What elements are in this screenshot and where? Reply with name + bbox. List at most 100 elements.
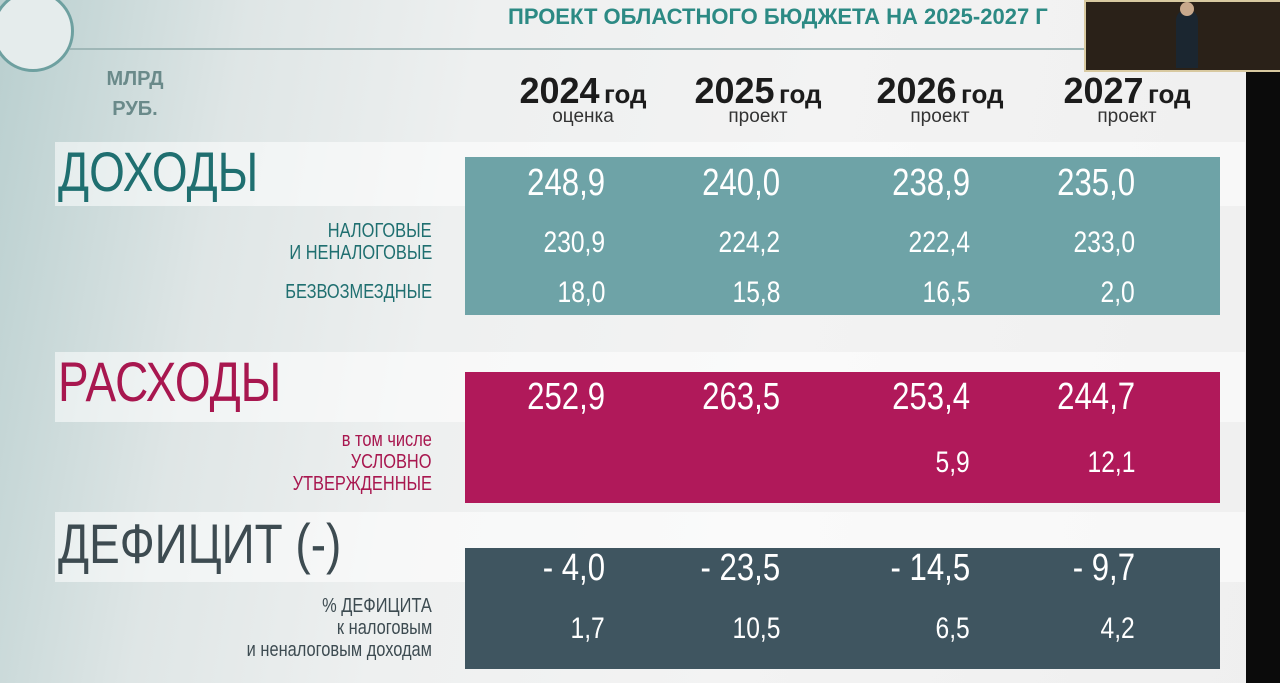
value: 5,9	[790, 445, 970, 481]
value-text: 4,2	[1100, 612, 1135, 645]
section-label: ДОХОДЫ	[58, 142, 302, 202]
column-note: проект	[1097, 106, 1157, 127]
value: - 23,5	[600, 546, 780, 590]
section-label: ДЕФИЦИТ (-)	[58, 514, 404, 574]
value: - 9,7	[955, 546, 1135, 590]
column-header: 2025 год	[648, 70, 868, 112]
value-text: 233,0	[1073, 226, 1135, 259]
column-note: проект	[728, 106, 788, 127]
value-text: 224,2	[718, 226, 780, 259]
value: 15,8	[600, 275, 780, 311]
logo	[0, 0, 74, 72]
unit-line: РУБ.	[112, 98, 158, 120]
row-label: % ДЕФИЦИТА к налоговым и неналоговым доход…	[132, 595, 432, 661]
title-underline	[70, 48, 1085, 50]
year-suffix: год	[779, 79, 822, 109]
value: - 14,5	[790, 546, 970, 590]
value-text: 248,9	[527, 162, 605, 204]
value-text: 244,7	[1057, 376, 1135, 418]
value-text: 253,4	[892, 376, 970, 418]
value: 263,5	[600, 375, 780, 419]
value-text: 6,5	[935, 612, 970, 645]
column-header: 2027 год	[1017, 70, 1237, 112]
value: 253,4	[790, 375, 970, 419]
value-text: 18,0	[557, 276, 605, 309]
row-label-text: БЕЗВОЗМЕЗДНЫЕ	[285, 281, 432, 303]
value-text: 240,0	[702, 162, 780, 204]
column-note: проект	[910, 106, 970, 127]
value-text: - 23,5	[700, 547, 780, 589]
row-label-text: и неналоговым доходам	[246, 639, 432, 661]
value-text: 252,9	[527, 376, 605, 418]
section-label: РАСХОДЫ	[58, 352, 330, 412]
value-text: 263,5	[702, 376, 780, 418]
section-label-text: ДЕФИЦИТ (-)	[58, 512, 342, 575]
value-text: 222,4	[908, 226, 970, 259]
section-band	[465, 157, 1220, 315]
row-label-line: НАЛОГОВЫЕ	[132, 220, 432, 242]
video-overlay	[1084, 0, 1280, 72]
section-label-text: РАСХОДЫ	[58, 350, 282, 413]
row-label-line: и неналоговым доходам	[132, 639, 432, 661]
right-edge	[1246, 0, 1280, 683]
value: 16,5	[790, 275, 970, 311]
value: 238,9	[790, 161, 970, 205]
row-label-text: УТВЕРЖДЕННЫЕ	[292, 473, 432, 495]
value: 224,2	[600, 225, 780, 261]
title: ПРОЕКТ ОБЛАСТНОГО БЮДЖЕТА НА 2025-2027 Г	[508, 4, 1048, 29]
value-text: - 14,5	[890, 547, 970, 589]
row-label-line: в том числе	[132, 429, 432, 451]
year: 2025	[694, 70, 775, 111]
row-label-text: % ДЕФИЦИТА	[322, 595, 432, 617]
row-label-line: % ДЕФИЦИТА	[132, 595, 432, 617]
unit-label: МЛРД РУБ.	[100, 64, 170, 124]
year-suffix: год	[1148, 79, 1191, 109]
row-label-line: УСЛОВНО	[132, 451, 432, 473]
value: 240,0	[600, 161, 780, 205]
year: 2026	[876, 70, 957, 111]
row-label-line: И НЕНАЛОГОВЫЕ	[132, 242, 432, 264]
year-suffix: год	[604, 79, 647, 109]
value-text: - 9,7	[1072, 547, 1135, 589]
column-header: 2026 год	[830, 70, 1050, 112]
row-label: НАЛОГОВЫЕ И НЕНАЛОГОВЫЕ	[132, 220, 432, 264]
year: 2027	[1063, 70, 1144, 111]
value: 2,0	[955, 275, 1135, 311]
row-label-line: к налоговым	[132, 617, 432, 639]
value-text: - 4,0	[542, 547, 605, 589]
value-text: 16,5	[922, 276, 970, 309]
row-label-text: НАЛОГОВЫЕ	[328, 220, 432, 242]
value-text: 12,1	[1087, 446, 1135, 479]
column-header: 2024 год	[473, 70, 693, 112]
year: 2024	[519, 70, 600, 111]
row-label-line: БЕЗВОЗМЕЗДНЫЕ	[132, 281, 432, 303]
section-band	[465, 372, 1220, 503]
value-text: 1,7	[570, 612, 605, 645]
value-text: 15,8	[732, 276, 780, 309]
value-text: 238,9	[892, 162, 970, 204]
value-text: 230,9	[543, 226, 605, 259]
value: 230,9	[425, 225, 605, 261]
value-text: 2,0	[1100, 276, 1135, 309]
section-band	[465, 548, 1220, 669]
value: 4,2	[955, 611, 1135, 647]
value: 10,5	[600, 611, 780, 647]
value: 222,4	[790, 225, 970, 261]
value: 1,7	[425, 611, 605, 647]
value: 6,5	[790, 611, 970, 647]
row-label-text: УСЛОВНО	[351, 451, 432, 473]
value-text: 235,0	[1057, 162, 1135, 204]
value: 248,9	[425, 161, 605, 205]
row-label: в том числе УСЛОВНО УТВЕРЖДЕННЫЕ	[132, 429, 432, 495]
value-text: 5,9	[935, 446, 970, 479]
row-label-line: УТВЕРЖДЕННЫЕ	[132, 473, 432, 495]
value: 18,0	[425, 275, 605, 311]
value-text: 10,5	[732, 612, 780, 645]
value: 12,1	[955, 445, 1135, 481]
row-label-text: И НЕНАЛОГОВЫЕ	[289, 242, 432, 264]
row-label-text: к налоговым	[336, 617, 432, 639]
row-label: БЕЗВОЗМЕЗДНЫЕ	[132, 281, 432, 303]
year-suffix: год	[961, 79, 1004, 109]
value: - 4,0	[425, 546, 605, 590]
